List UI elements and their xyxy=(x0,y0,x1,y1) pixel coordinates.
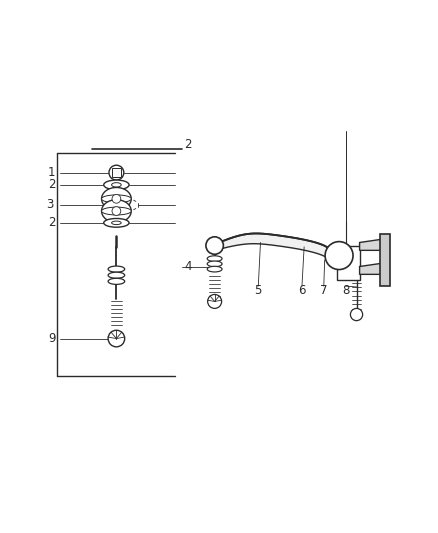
Ellipse shape xyxy=(104,219,129,227)
Text: 1: 1 xyxy=(48,166,55,179)
Ellipse shape xyxy=(102,195,131,203)
Ellipse shape xyxy=(108,278,125,285)
Polygon shape xyxy=(220,233,330,262)
Ellipse shape xyxy=(102,188,131,210)
Circle shape xyxy=(350,309,363,321)
Polygon shape xyxy=(112,168,121,177)
Polygon shape xyxy=(360,239,384,251)
Text: 2: 2 xyxy=(48,179,55,191)
Polygon shape xyxy=(360,263,384,274)
Text: 7: 7 xyxy=(320,284,328,297)
Circle shape xyxy=(112,207,121,215)
Ellipse shape xyxy=(112,183,121,187)
FancyBboxPatch shape xyxy=(380,234,390,286)
Text: 9: 9 xyxy=(48,332,55,345)
Circle shape xyxy=(109,165,124,180)
Ellipse shape xyxy=(102,207,131,215)
Circle shape xyxy=(206,237,223,254)
Circle shape xyxy=(112,195,121,203)
Text: 5: 5 xyxy=(254,284,262,297)
Text: 3: 3 xyxy=(46,198,53,212)
Text: 4: 4 xyxy=(184,260,191,273)
Ellipse shape xyxy=(102,200,131,222)
Ellipse shape xyxy=(207,256,222,262)
Circle shape xyxy=(325,241,353,270)
Text: 8: 8 xyxy=(342,284,349,297)
Circle shape xyxy=(108,330,125,347)
Ellipse shape xyxy=(104,180,129,190)
Circle shape xyxy=(208,294,222,309)
Text: 2: 2 xyxy=(184,138,191,151)
Ellipse shape xyxy=(108,266,125,272)
Ellipse shape xyxy=(207,261,222,266)
Ellipse shape xyxy=(112,221,121,224)
Ellipse shape xyxy=(207,266,222,272)
Ellipse shape xyxy=(108,272,125,278)
Text: 6: 6 xyxy=(298,284,306,297)
Text: 2: 2 xyxy=(48,216,55,229)
FancyBboxPatch shape xyxy=(337,246,360,280)
